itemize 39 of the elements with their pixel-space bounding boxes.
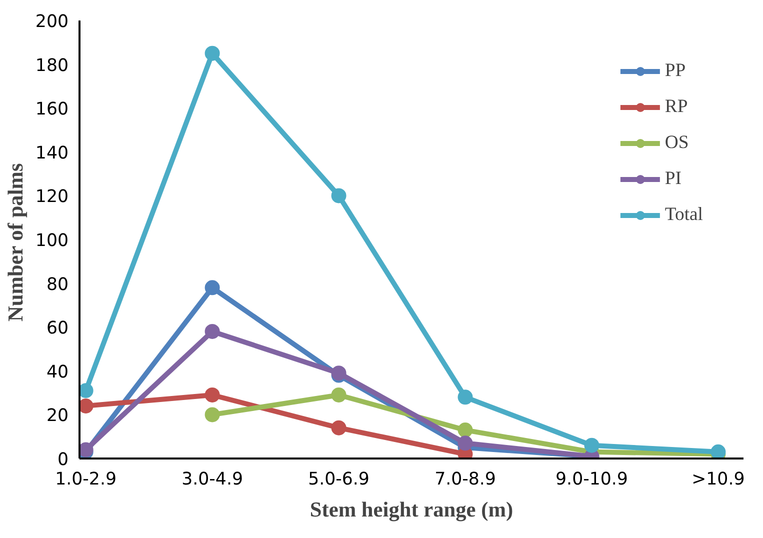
y-tick-label: 80 xyxy=(46,274,69,295)
point xyxy=(204,46,220,61)
point xyxy=(204,324,220,339)
y-tick-label: 0 xyxy=(57,450,69,470)
x-tick-label: 9.0-10.9 xyxy=(556,470,628,490)
point xyxy=(80,398,94,414)
x-tick-label: 3.0-4.9 xyxy=(182,470,243,490)
legend-label: Total xyxy=(664,204,703,226)
point xyxy=(204,280,220,296)
y-tick-label: 100 xyxy=(35,231,69,251)
legend-label: PP xyxy=(664,60,686,82)
y-tick-label: 20 xyxy=(46,406,69,426)
x-tick-label: 7.0-8.9 xyxy=(434,470,496,490)
point xyxy=(204,407,220,422)
y-tick-label: 140 xyxy=(35,143,69,164)
point xyxy=(331,420,346,436)
point xyxy=(331,188,346,204)
x-tick-label: 5.0-6.9 xyxy=(308,470,370,490)
y-tick-label: 200 xyxy=(35,12,69,32)
y-tick-label: 40 xyxy=(46,362,69,382)
point xyxy=(204,388,220,402)
y-tick-label: 120 xyxy=(35,187,69,208)
x-tick-label: >10.9 xyxy=(692,470,745,490)
y-axis-title: Number of palms xyxy=(3,163,28,322)
point xyxy=(584,438,600,453)
legend-label: RP xyxy=(664,96,688,118)
legend-label: OS xyxy=(664,132,689,154)
point xyxy=(80,383,94,398)
y-tick-label: 160 xyxy=(35,100,69,120)
point xyxy=(710,444,726,458)
y-tick-label: 180 xyxy=(35,56,69,76)
point xyxy=(331,388,346,402)
point xyxy=(458,422,473,438)
point xyxy=(458,436,473,451)
legend-label: PI xyxy=(664,168,683,190)
point xyxy=(458,390,473,405)
x-tick-label: 1.0-2.9 xyxy=(55,470,117,490)
x-axis-title: Stem height range (m) xyxy=(310,498,514,522)
y-tick-label: 60 xyxy=(46,318,69,339)
